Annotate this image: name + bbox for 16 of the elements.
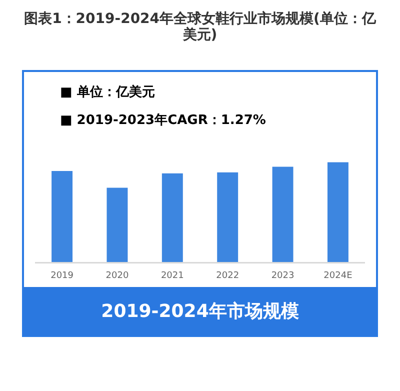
x-tick-label: 2023	[271, 271, 294, 281]
chart-title: 图表1：2019-2024年全球女鞋行业市场规模(单位：亿美元)	[24, 10, 377, 43]
x-tick-label: 2020	[106, 271, 129, 281]
bar	[217, 172, 238, 263]
text: 2019-2024年市场规模	[101, 301, 299, 322]
bar	[272, 166, 294, 263]
bar	[162, 173, 183, 263]
x-tick-label: 2024E	[324, 271, 353, 281]
bar	[327, 162, 348, 263]
x-tick-label: 2019	[50, 271, 74, 281]
x-tick-label: 2022	[216, 271, 240, 281]
text: ■ 单位：亿美元	[60, 84, 155, 100]
bar	[106, 188, 128, 263]
text: ■ 2019-2023年CAGR：1.27%	[60, 113, 266, 128]
bar	[52, 171, 73, 263]
x-tick-label: 2021	[160, 271, 184, 281]
